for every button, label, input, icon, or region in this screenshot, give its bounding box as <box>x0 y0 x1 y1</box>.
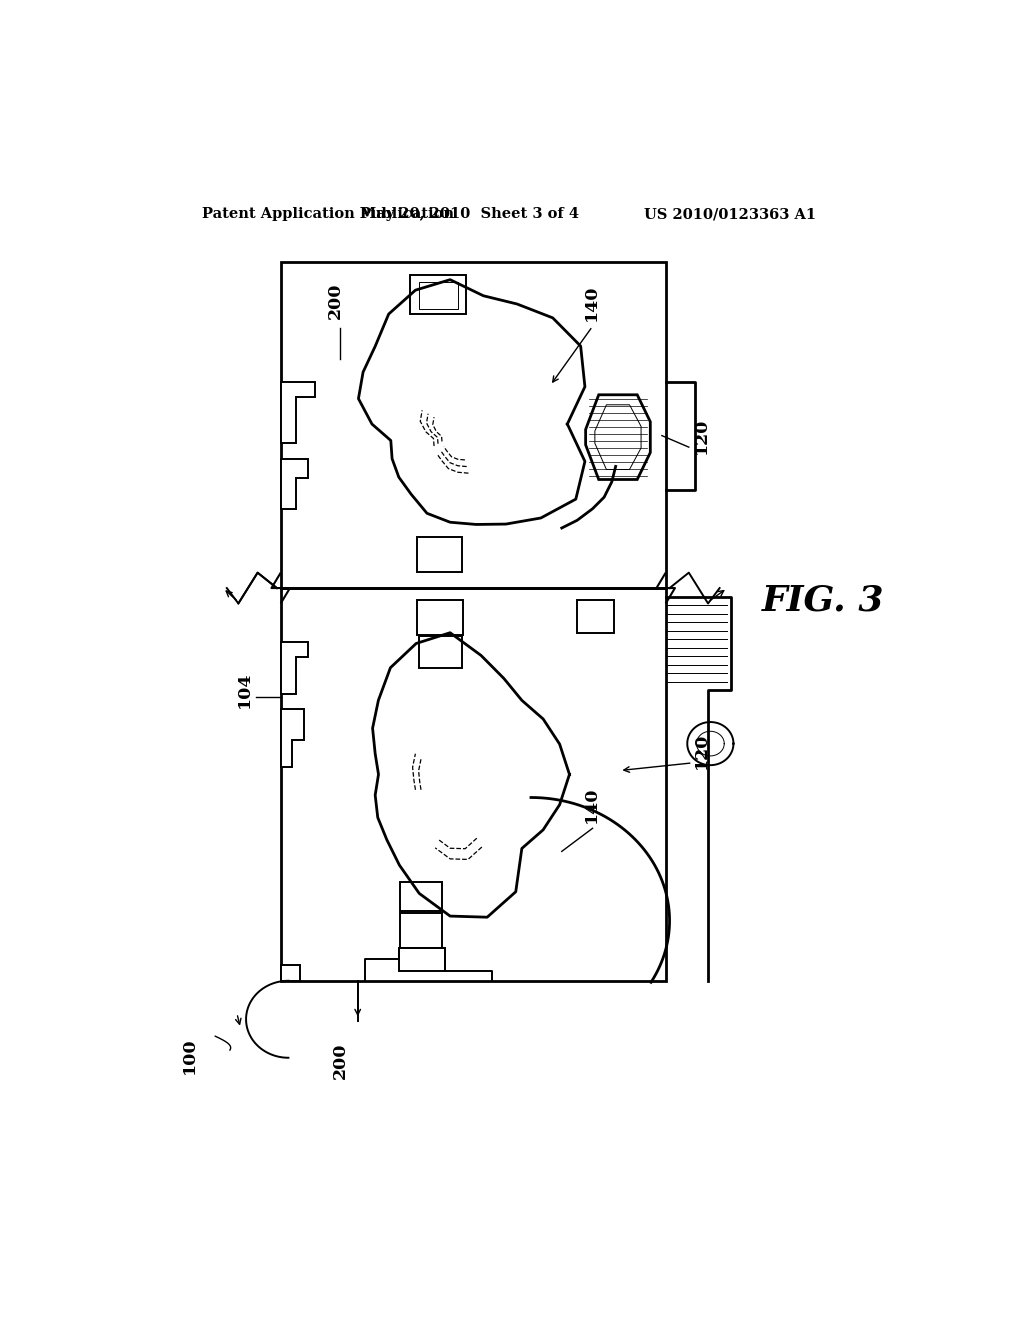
Text: 200: 200 <box>332 1043 348 1078</box>
Bar <box>578 601 614 632</box>
Text: US 2010/0123363 A1: US 2010/0123363 A1 <box>644 207 816 222</box>
Text: 140: 140 <box>584 285 600 321</box>
Polygon shape <box>281 459 307 508</box>
Text: May 20, 2010  Sheet 3 of 4: May 20, 2010 Sheet 3 of 4 <box>360 207 580 222</box>
Polygon shape <box>586 395 650 479</box>
Polygon shape <box>281 709 304 767</box>
Bar <box>400 882 442 911</box>
Text: Patent Application Publication: Patent Application Publication <box>202 207 454 222</box>
Polygon shape <box>281 642 307 693</box>
Bar <box>419 281 458 309</box>
Bar <box>400 913 442 948</box>
Text: 104: 104 <box>236 672 253 708</box>
Bar <box>410 276 466 314</box>
Text: FIG. 3: FIG. 3 <box>762 583 884 618</box>
Text: 120: 120 <box>692 417 710 454</box>
Polygon shape <box>281 381 315 444</box>
Bar <box>417 601 463 635</box>
Bar <box>417 537 462 572</box>
Bar <box>398 948 444 970</box>
Text: 120: 120 <box>692 733 710 770</box>
Text: 140: 140 <box>584 787 600 824</box>
Bar <box>419 636 462 668</box>
Bar <box>281 965 300 981</box>
Text: 100: 100 <box>180 1038 198 1073</box>
Text: 200: 200 <box>327 282 344 319</box>
